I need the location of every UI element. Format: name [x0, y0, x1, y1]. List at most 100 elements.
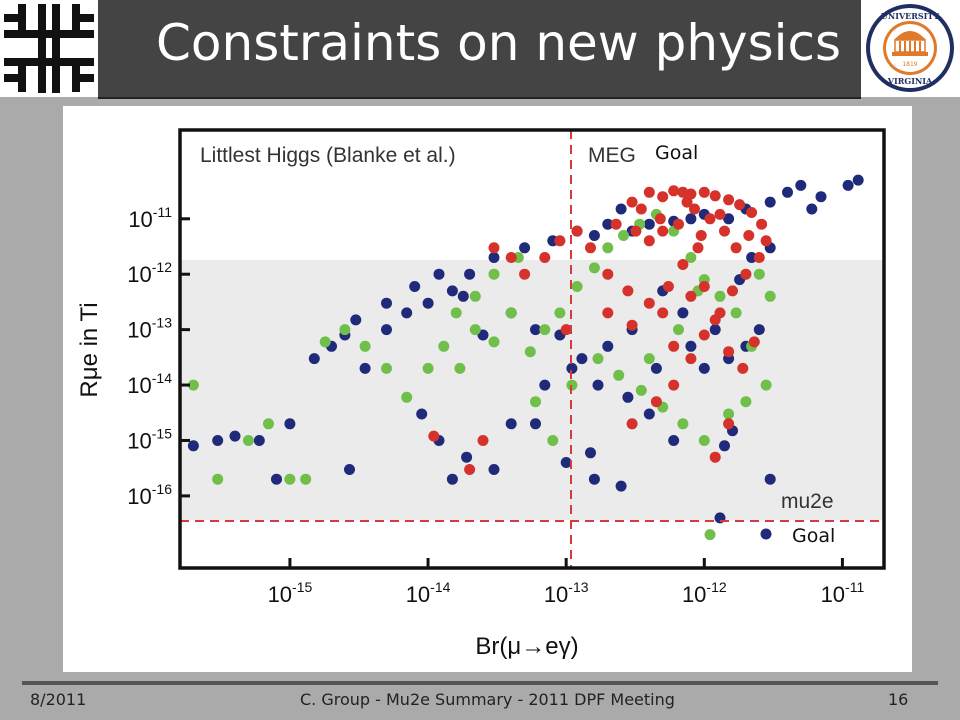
data-point-series-1 — [469, 324, 481, 336]
data-point-series-2 — [585, 242, 596, 254]
x-axis-label: Br(μ→eγ) — [475, 633, 578, 660]
data-point-series-0 — [187, 440, 199, 452]
data-point-series-1 — [698, 435, 710, 446]
data-point-series-2 — [626, 196, 638, 208]
slide-title: Constraints on new physics — [156, 14, 842, 72]
data-point-series-1 — [381, 362, 392, 374]
data-point-series-0 — [519, 242, 531, 254]
data-point-series-0 — [842, 179, 854, 191]
data-point-series-0 — [253, 435, 265, 446]
data-point-series-0 — [409, 281, 421, 292]
data-point-series-2 — [464, 464, 476, 475]
data-point-series-2 — [760, 235, 772, 247]
data-point-series-0 — [782, 186, 793, 198]
data-point-series-1 — [685, 252, 697, 263]
data-point-series-2 — [723, 346, 735, 358]
data-point-series-1 — [635, 384, 647, 396]
data-point-series-0 — [229, 430, 241, 442]
data-point-series-0 — [764, 196, 776, 208]
mu2e-goal-label: Goal — [792, 525, 835, 547]
data-point-series-1 — [643, 353, 655, 365]
data-point-series-2 — [477, 435, 489, 446]
page-number: 16 — [888, 690, 909, 709]
data-point-series-0 — [588, 230, 600, 241]
seal-year: 1819 — [902, 61, 917, 68]
data-point-series-0 — [457, 290, 469, 302]
data-point-series-1 — [618, 230, 629, 241]
data-point-series-0 — [650, 362, 662, 374]
data-point-series-2 — [689, 203, 700, 215]
data-point-series-0 — [488, 252, 500, 263]
data-point-series-0 — [764, 473, 776, 485]
data-point-series-0 — [446, 285, 458, 297]
data-point-series-2 — [602, 268, 614, 280]
data-point-series-1 — [319, 336, 331, 348]
data-point-series-2 — [709, 451, 721, 463]
mu2e-label: mu2e — [781, 490, 834, 513]
data-point-series-0 — [446, 473, 458, 485]
data-point-series-1 — [438, 340, 450, 352]
data-point-series-0 — [719, 440, 730, 452]
footer-center-text: C. Group - Mu2e Summary - 2011 DPF Meeti… — [300, 690, 675, 709]
data-point-series-1 — [730, 307, 742, 319]
data-point-series-2 — [709, 190, 721, 202]
data-point-series-1 — [187, 379, 199, 391]
data-point-series-2 — [753, 252, 765, 263]
mu2e-marker-point — [760, 528, 772, 540]
data-point-series-1 — [764, 290, 776, 302]
data-point-series-0 — [806, 203, 818, 215]
data-point-series-2 — [698, 186, 710, 198]
title-bar: Constraints on new physics — [98, 0, 861, 99]
data-point-series-1 — [359, 340, 371, 352]
data-point-series-0 — [433, 268, 445, 280]
seal-text-bottom: VIRGINIA — [887, 76, 933, 86]
data-point-series-0 — [588, 473, 600, 485]
data-point-series-2 — [685, 290, 697, 302]
data-point-series-2 — [756, 218, 768, 230]
data-point-series-0 — [746, 252, 758, 263]
figure-panel: 10-15 10-14 10-13 10-12 10-11 10-11 10-12 10-13… — [63, 106, 912, 672]
data-point-series-1 — [488, 336, 500, 348]
data-point-series-2 — [723, 194, 735, 206]
y-axis-label: Rμe in Ti — [76, 302, 103, 397]
x-tick-label: 10-15 — [268, 579, 313, 607]
data-point-series-2 — [643, 297, 655, 309]
data-point-series-2 — [657, 307, 669, 319]
data-point-series-0 — [753, 324, 765, 336]
data-point-series-0 — [344, 464, 355, 475]
y-tick-label: 10-15 — [127, 425, 172, 453]
data-point-series-2 — [704, 213, 716, 225]
data-point-series-0 — [464, 268, 476, 280]
data-point-series-0 — [350, 314, 362, 326]
data-point-series-2 — [668, 340, 680, 352]
data-point-series-2 — [723, 418, 735, 430]
meg-label: MEG — [588, 144, 636, 167]
data-point-series-0 — [602, 218, 614, 230]
data-point-series-0 — [566, 362, 578, 374]
uva-seal: 1819 UNIVERSITY VIRGINIA — [861, 0, 960, 97]
fermilab-logo-graphic — [4, 4, 94, 93]
data-point-series-0 — [284, 418, 296, 430]
data-point-series-1 — [704, 529, 716, 541]
data-point-series-0 — [308, 353, 320, 365]
data-point-series-1 — [571, 281, 583, 292]
data-point-series-2 — [668, 379, 680, 391]
x-tick-label: 10-11 — [821, 579, 865, 607]
data-point-series-0 — [592, 379, 604, 391]
data-point-series-1 — [753, 268, 765, 280]
data-point-series-2 — [730, 242, 742, 254]
data-point-series-1 — [592, 353, 604, 365]
data-point-series-2 — [709, 314, 721, 326]
data-point-series-2 — [748, 336, 760, 348]
scatter-chart: 10-15 10-14 10-13 10-12 10-11 10-11 10-12 10-13… — [76, 128, 886, 660]
data-point-series-1 — [300, 473, 312, 485]
data-point-series-2 — [737, 362, 749, 374]
data-point-series-2 — [654, 213, 666, 225]
data-point-series-1 — [242, 435, 254, 446]
meg-goal-label: Goal — [655, 142, 698, 164]
data-point-series-2 — [554, 235, 566, 247]
data-point-series-2 — [714, 208, 726, 220]
data-point-series-1 — [588, 262, 600, 274]
data-point-series-2 — [650, 396, 662, 408]
data-point-series-1 — [524, 346, 536, 358]
